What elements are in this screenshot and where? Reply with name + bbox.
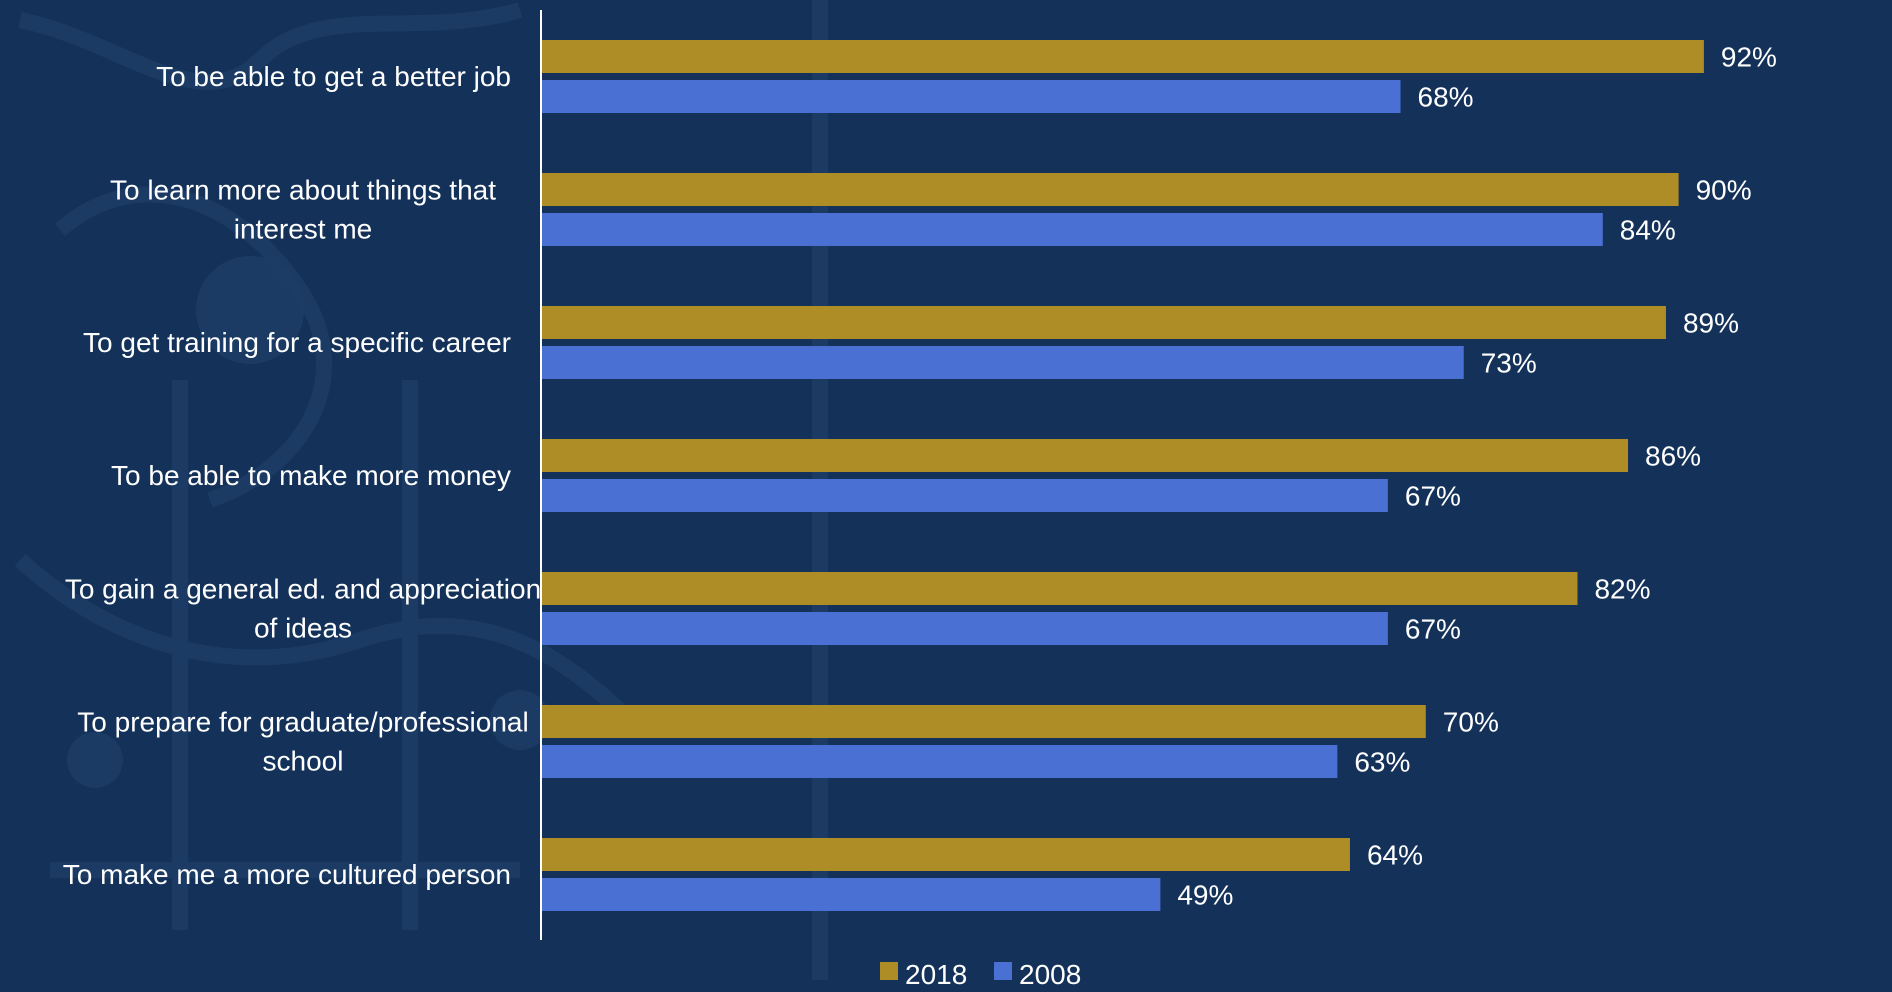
data-label-2018-7: 64% <box>1367 840 1423 871</box>
category-label-line: interest me <box>234 214 373 245</box>
data-label-2008-7: 49% <box>1177 880 1233 911</box>
category-label-line: To gain a general ed. and appreciation <box>65 574 541 605</box>
data-label-2018-2: 90% <box>1696 175 1752 206</box>
data-label-2008-6: 63% <box>1354 747 1410 778</box>
category-label-1: To be able to get a better job <box>156 61 511 92</box>
category-label-line: To learn more about things that <box>110 175 496 206</box>
bar-2008-5 <box>541 612 1388 645</box>
category-label-line: To make me a more cultured person <box>63 859 511 890</box>
data-label-2018-1: 92% <box>1721 42 1777 73</box>
bar-2018-5 <box>541 572 1578 605</box>
legend-label-2008: 2008 <box>1019 959 1081 990</box>
bar-2008-6 <box>541 745 1338 778</box>
bar-2018-3 <box>541 306 1666 339</box>
category-label-5: To gain a general ed. and appreciation of… <box>65 574 541 644</box>
bar-2018-6 <box>541 705 1426 738</box>
data-label-2008-5: 67% <box>1405 614 1461 645</box>
data-label-2008-4: 67% <box>1405 481 1461 512</box>
data-label-2008-3: 73% <box>1481 348 1537 379</box>
legend: 2018 2008 <box>880 959 1081 990</box>
category-label-2: To learn more about things that interest … <box>110 175 496 245</box>
data-label-2018-5: 82% <box>1594 574 1650 605</box>
data-label-2008-1: 68% <box>1418 82 1474 113</box>
legend-item-2018: 2018 <box>880 959 967 990</box>
bar-2008-7 <box>541 878 1161 911</box>
category-label-line: school <box>263 746 344 777</box>
category-label-line: To prepare for graduate/professional <box>77 707 528 738</box>
category-label-line: To get training for a specific career <box>83 327 511 358</box>
bar-2008-4 <box>541 479 1388 512</box>
bar-2008-2 <box>541 213 1603 246</box>
data-label-2018-6: 70% <box>1443 707 1499 738</box>
bar-2008-1 <box>541 80 1401 113</box>
bar-2018-4 <box>541 439 1629 472</box>
bars-layer: 92% 68% 90% 84% 89% 73% 86% 67% 82% 67% 70% 63% 64% 4… <box>541 40 1777 911</box>
legend-swatch-2018 <box>880 962 898 980</box>
category-label-3: To get training for a specific career <box>83 327 511 358</box>
bar-2008-3 <box>541 346 1464 379</box>
bar-2018-1 <box>541 40 1704 73</box>
data-label-2008-2: 84% <box>1620 215 1676 246</box>
category-labels: To be able to get a better job To learn m… <box>63 61 541 890</box>
category-label-line: of ideas <box>254 613 352 644</box>
bar-2018-7 <box>541 838 1350 871</box>
category-label-line: To be able to make more money <box>111 460 511 491</box>
legend-item-2008: 2008 <box>994 959 1081 990</box>
category-label-line: To be able to get a better job <box>156 61 511 92</box>
data-label-2018-3: 89% <box>1683 308 1739 339</box>
legend-swatch-2008 <box>994 962 1012 980</box>
bar-2018-2 <box>541 173 1679 206</box>
category-label-4: To be able to make more money <box>111 460 511 491</box>
category-label-7: To make me a more cultured person <box>63 859 511 890</box>
data-label-2018-4: 86% <box>1645 441 1701 472</box>
category-label-6: To prepare for graduate/professional scho… <box>77 707 528 777</box>
legend-label-2018: 2018 <box>905 959 967 990</box>
